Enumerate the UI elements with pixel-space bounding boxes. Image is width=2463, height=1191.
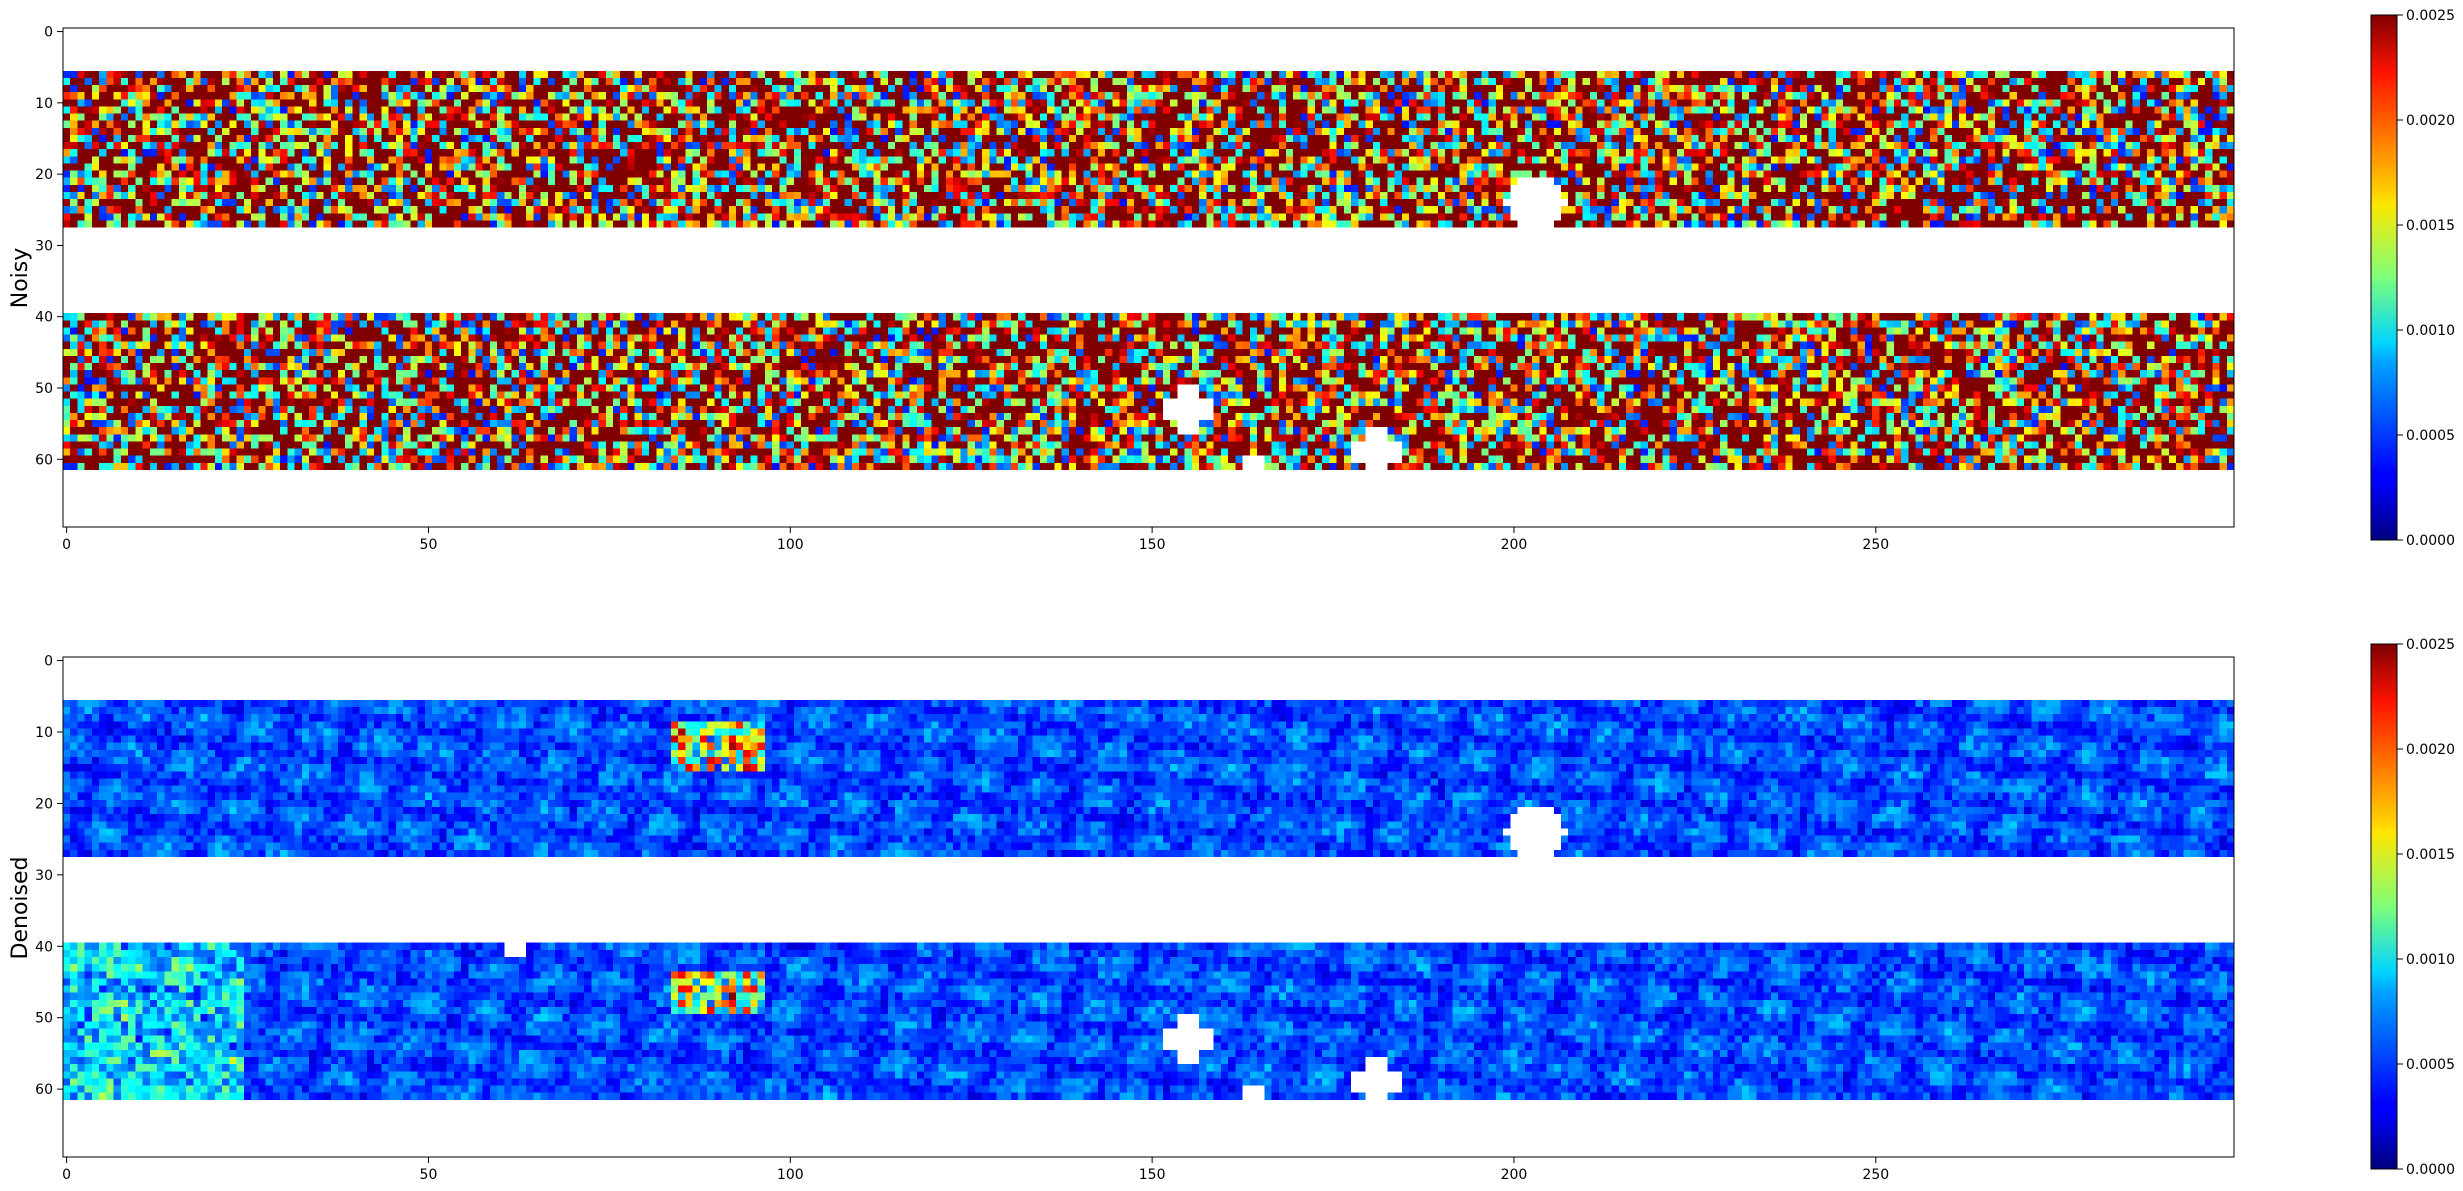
denoised-y-axis: 0 10 20 30 40 50 60: [35, 654, 63, 1098]
noisy-y-axis-label: Noisy: [8, 248, 33, 309]
denoised-x-axis: 0 50 100 150 200 250: [62, 1157, 1889, 1183]
noisy-colorbar: 0.0000 0.0005 0.0010 0.0015 0.0020 0.0025: [2370, 8, 2455, 549]
colorbar-tick-label: 0.0000: [2406, 1162, 2455, 1178]
colorbar-tick-label: 0.0020: [2406, 113, 2455, 129]
denoised-heatmap-image: [63, 657, 2234, 1157]
y-tick-label: 20: [35, 796, 53, 812]
colorbar-tick-label: 0.0010: [2406, 323, 2455, 339]
denoised-y-axis-label: Denoised: [8, 857, 33, 960]
denoised-colorbar-gradient: [2370, 643, 2398, 1170]
x-tick-label: 50: [420, 1167, 438, 1183]
colorbar-tick-label: 0.0025: [2406, 8, 2455, 24]
noisy-heatmap-image: [63, 28, 2234, 527]
noisy-y-axis: 0 10 20 30 40 50 60: [35, 25, 63, 468]
y-tick-label: 40: [35, 310, 53, 326]
y-tick-label: 10: [35, 96, 53, 112]
noisy-heatmap: [63, 28, 2234, 527]
x-tick-label: 200: [1501, 537, 1528, 553]
x-tick-label: 200: [1501, 1167, 1528, 1183]
x-tick-label: 100: [777, 1167, 804, 1183]
colorbar-tick-label: 0.0015: [2406, 847, 2455, 863]
x-tick-label: 150: [1139, 1167, 1166, 1183]
x-tick-label: 0: [62, 1167, 71, 1183]
colorbar-tick-label: 0.0010: [2406, 952, 2455, 968]
denoised-colorbar-ticks: 0.0000 0.0005 0.0010 0.0015 0.0020 0.0025: [2397, 637, 2455, 1178]
y-tick-label: 40: [35, 939, 53, 955]
y-tick-label: 50: [35, 381, 53, 397]
x-tick-label: 100: [777, 537, 804, 553]
y-tick-label: 30: [35, 238, 53, 254]
y-tick-label: 10: [35, 725, 53, 741]
denoised-plot-frame: [62, 656, 2235, 1158]
noisy-plot-frame: [62, 27, 2235, 528]
x-tick-label: 150: [1139, 537, 1166, 553]
colorbar-tick-label: 0.0020: [2406, 742, 2455, 758]
y-tick-label: 60: [35, 1082, 53, 1098]
noisy-colorbar-gradient: [2370, 14, 2398, 541]
x-tick-label: 250: [1862, 1167, 1889, 1183]
y-tick-label: 0: [44, 25, 53, 41]
noisy-x-axis: 0 50 100 150 200 250: [62, 527, 1889, 553]
noisy-colorbar-ticks: 0.0000 0.0005 0.0010 0.0015 0.0020 0.0025: [2397, 8, 2455, 549]
y-tick-label: 20: [35, 167, 53, 183]
y-tick-label: 50: [35, 1011, 53, 1027]
denoised-panel: 0 50 100 150 200 250 0 10 20 30 40 50 60 Denoised 0…: [8, 637, 2455, 1183]
colorbar-tick-label: 0.0025: [2406, 637, 2455, 653]
x-tick-label: 50: [420, 537, 438, 553]
colorbar-tick-label: 0.0005: [2406, 428, 2455, 444]
denoised-colorbar: 0.0000 0.0005 0.0010 0.0015 0.0020 0.0025: [2370, 637, 2455, 1178]
colorbar-tick-label: 0.0005: [2406, 1057, 2455, 1073]
denoised-heatmap: [63, 657, 2234, 1157]
y-tick-label: 0: [44, 654, 53, 670]
colorbar-tick-label: 0.0000: [2406, 533, 2455, 549]
x-tick-label: 0: [62, 537, 71, 553]
x-tick-label: 250: [1862, 537, 1889, 553]
colorbar-tick-label: 0.0015: [2406, 218, 2455, 234]
noisy-panel: 0 50 100 150 200 250 0 10 20 30 40 50 60 Noisy 0.00…: [8, 8, 2455, 553]
y-tick-label: 30: [35, 868, 53, 884]
y-tick-label: 60: [35, 452, 53, 468]
